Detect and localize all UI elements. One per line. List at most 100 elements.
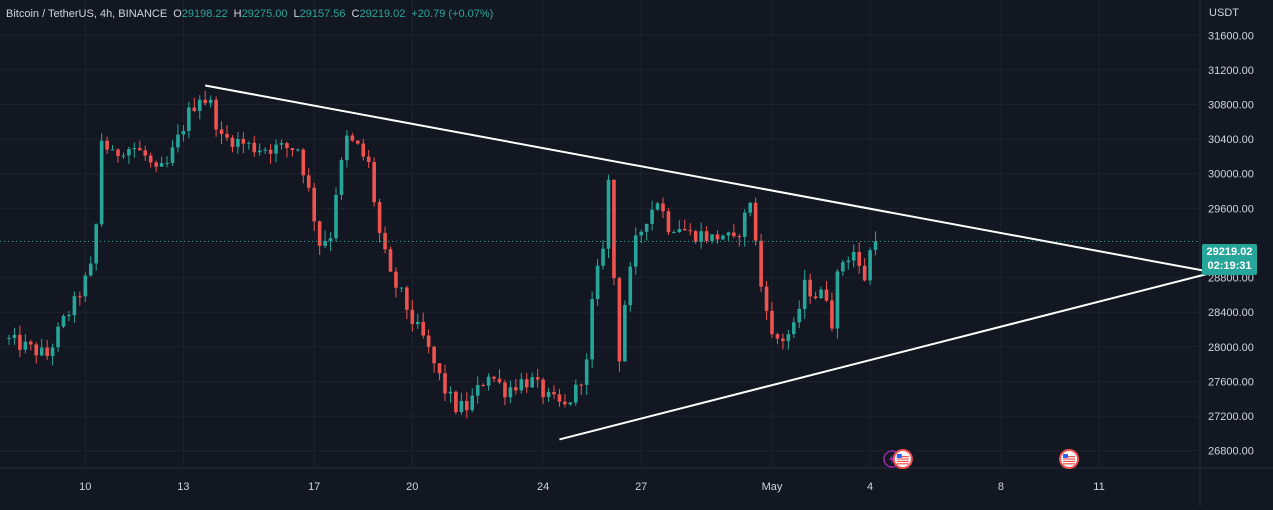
candle-body	[601, 248, 605, 266]
candle-body	[306, 175, 311, 188]
candle-body	[83, 275, 88, 297]
candle-body	[868, 250, 872, 281]
candle-body	[410, 309, 415, 325]
close-label: C	[351, 8, 360, 20]
candle-body	[88, 263, 93, 276]
candle-body	[617, 278, 622, 362]
candle-body	[704, 231, 709, 241]
candle-body	[241, 138, 246, 144]
candle-body	[639, 231, 643, 236]
candle-body	[824, 289, 829, 301]
candle-body	[623, 305, 627, 362]
candle-body	[693, 231, 698, 242]
candle-body	[748, 202, 752, 213]
candle-body	[99, 140, 104, 225]
symbol-legend: Bitcoin / TetherUS, 4h, BINANCE O 29198.2…	[6, 6, 493, 22]
candle-body	[366, 156, 371, 162]
y-tick-label: 28400.00	[1208, 307, 1254, 319]
candle-body	[181, 130, 186, 135]
candle-body	[94, 224, 98, 264]
x-tick-label: 24	[537, 481, 549, 493]
candle-body	[219, 129, 224, 135]
candle-body	[759, 240, 763, 287]
candle-body	[18, 334, 22, 350]
candle-body	[688, 230, 693, 232]
y-tick-label: 30800.00	[1208, 100, 1254, 112]
candle-body	[655, 203, 660, 210]
candle-body	[121, 155, 126, 157]
candle-body	[72, 296, 77, 316]
x-tick-label: May	[762, 481, 783, 493]
candle-body	[508, 387, 513, 398]
candle-body	[165, 162, 169, 164]
candle-body	[514, 387, 518, 391]
candle-body	[345, 135, 349, 161]
candle-body	[813, 296, 818, 299]
high-value: 29275.00	[241, 8, 288, 20]
candle-body	[78, 296, 82, 298]
candle-body	[192, 107, 197, 111]
candle-body	[443, 373, 447, 394]
candle-body	[677, 229, 682, 233]
trendline[interactable]	[205, 84, 1214, 274]
x-tick-label: 20	[406, 481, 418, 493]
open-label: O	[173, 8, 182, 20]
candle-body	[841, 262, 845, 272]
x-tick-label: 10	[79, 481, 91, 493]
candle-body	[187, 107, 191, 131]
candle-body	[394, 271, 398, 288]
candle-body	[138, 148, 142, 151]
candle-body	[50, 347, 55, 356]
candle-body	[127, 149, 131, 156]
candle-body	[775, 334, 780, 339]
y-tick-label: 27200.00	[1208, 411, 1254, 423]
trendline[interactable]	[559, 271, 1214, 441]
candle-body	[644, 223, 649, 232]
candle-body	[426, 335, 431, 347]
y-tick-label: 27600.00	[1208, 376, 1254, 388]
candle-body	[148, 155, 153, 163]
candle-body	[726, 232, 731, 236]
candle-body	[661, 203, 665, 212]
candle-body	[715, 234, 720, 240]
candle-body	[454, 391, 458, 413]
candle-body	[268, 149, 273, 154]
candle-body	[170, 147, 175, 163]
bar-countdown: 02:19:31	[1207, 260, 1252, 272]
candle-body	[247, 142, 251, 144]
candle-body	[524, 379, 529, 388]
candle-body	[835, 271, 840, 329]
y-tick-label: 31200.00	[1208, 65, 1254, 77]
candle-body	[552, 392, 556, 395]
candle-body	[519, 379, 524, 391]
flag-us-icon[interactable]	[1059, 449, 1080, 469]
candle-body	[628, 266, 633, 306]
candle-body	[786, 334, 791, 342]
candle-body	[252, 142, 257, 153]
candle-body	[633, 235, 638, 267]
candle-body	[672, 232, 676, 234]
candle-body	[563, 401, 567, 405]
flag-us-icon[interactable]	[892, 449, 913, 469]
candle-body	[819, 289, 823, 299]
candle-body	[399, 287, 404, 289]
candle-body	[475, 384, 480, 396]
candle-body	[541, 379, 545, 398]
candle-body	[372, 161, 376, 203]
candle-body	[415, 321, 420, 325]
candle-body	[737, 236, 742, 238]
symbol-title[interactable]: Bitcoin / TetherUS, 4h, BINANCE	[6, 8, 168, 20]
candle-body	[862, 265, 867, 281]
candle-body	[143, 150, 148, 156]
candle-body	[274, 144, 278, 154]
candle-body	[481, 384, 485, 386]
y-tick-label: 31600.00	[1208, 30, 1254, 42]
candle-body	[503, 382, 507, 398]
candle-body	[388, 249, 393, 272]
change-value: +20.79 (+0.07%)	[411, 8, 494, 20]
currency-label[interactable]: USDT	[1209, 7, 1239, 19]
candle-body	[285, 143, 289, 149]
candle-body	[7, 337, 11, 339]
